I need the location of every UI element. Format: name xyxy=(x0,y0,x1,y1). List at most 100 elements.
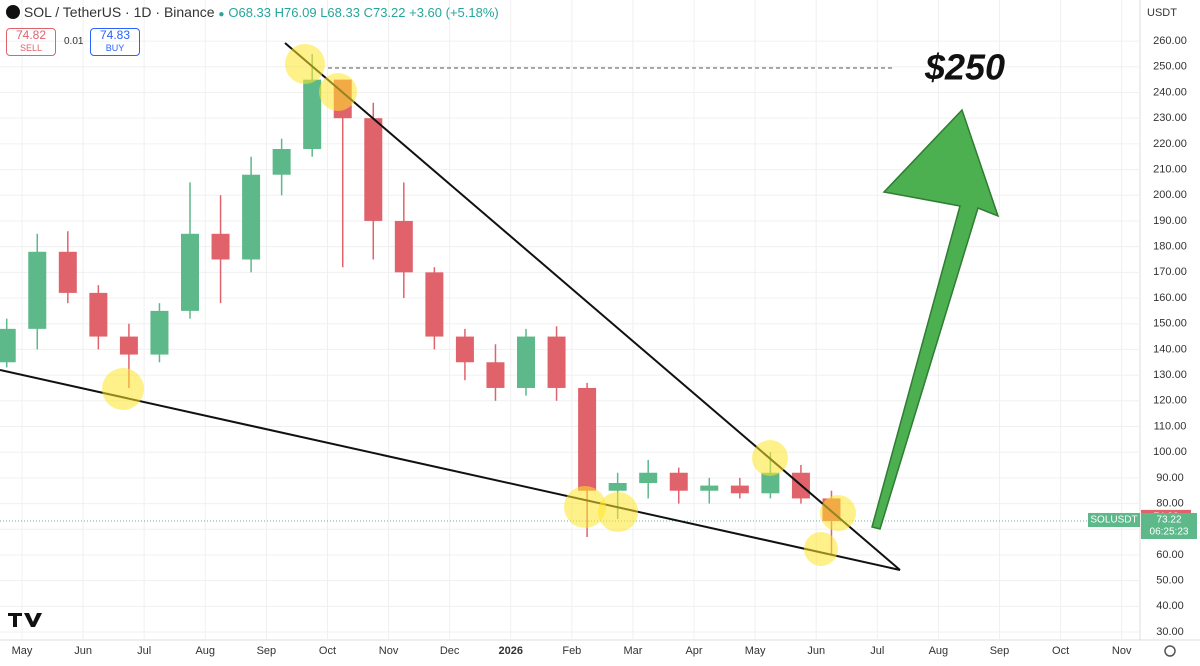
candle-body xyxy=(89,292,108,337)
ohlc: O68.33 H76.09 L68.33 C73.22 +3.60 (+5.18… xyxy=(228,5,498,20)
y-tick-label: 210.00 xyxy=(1153,163,1187,175)
high: H76.09 xyxy=(274,5,317,20)
change: +3.60 (+5.18%) xyxy=(409,5,499,20)
open: O68.33 xyxy=(228,5,272,20)
x-tick-label: May xyxy=(12,645,33,657)
candle-body xyxy=(0,328,16,363)
countdown: 06:25:23 xyxy=(1150,527,1189,538)
x-tick-label: Feb xyxy=(562,645,581,657)
highlight xyxy=(804,532,838,566)
y-tick-label: 50.00 xyxy=(1156,575,1184,587)
buy-price: 74.83 xyxy=(99,28,131,42)
candle-body xyxy=(517,336,536,388)
x-tick-label: Nov xyxy=(1112,645,1132,657)
candle-body xyxy=(761,472,780,494)
target-label: $250 xyxy=(924,47,1005,88)
x-tick-label: Mar xyxy=(623,645,642,657)
y-tick-label: 80.00 xyxy=(1156,497,1184,509)
y-tick-label: 240.00 xyxy=(1153,86,1187,98)
x-tick-label: May xyxy=(745,645,766,657)
y-tick-label: 190.00 xyxy=(1153,215,1187,227)
highlight xyxy=(752,440,788,476)
x-tick-label: Jul xyxy=(137,645,151,657)
close: C73.22 xyxy=(363,5,406,20)
spread: 0.01 xyxy=(64,36,84,47)
highlight-circles xyxy=(102,44,856,566)
candle-body xyxy=(425,272,444,337)
resistance-line xyxy=(284,42,901,571)
header: SOL / TetherUS · 1D · Binance ● O68.33 H… xyxy=(6,4,499,20)
y-tick-label: 40.00 xyxy=(1156,600,1184,612)
buy-button[interactable]: 74.83 BUY xyxy=(90,28,140,56)
y-tick-label: 30.00 xyxy=(1156,626,1184,638)
candle-body xyxy=(730,485,749,494)
candle-body xyxy=(547,336,566,388)
candle-body xyxy=(272,149,291,175)
buy-label: BUY xyxy=(105,43,125,53)
x-tick-label: 2026 xyxy=(498,645,522,657)
candle-body xyxy=(578,387,597,491)
candle-body xyxy=(486,362,505,388)
x-tick-label: Jul xyxy=(870,645,884,657)
y-tick-label: 100.00 xyxy=(1153,446,1187,458)
candle-body xyxy=(364,118,383,221)
y-tick-label: 150.00 xyxy=(1153,318,1187,330)
candle-body xyxy=(242,174,261,260)
y-tick-label: 170.00 xyxy=(1153,266,1187,278)
sell-price: 74.82 xyxy=(15,28,47,42)
x-tick-label: Sep xyxy=(990,645,1010,657)
up-arrow xyxy=(871,108,1000,530)
candle-body xyxy=(639,472,658,484)
candle-body xyxy=(181,233,199,311)
x-tick-label: Nov xyxy=(379,645,399,657)
candles xyxy=(0,53,841,555)
sell-button[interactable]: 74.82 SELL xyxy=(6,28,56,56)
candle-body xyxy=(58,251,77,293)
x-tick-label: Aug xyxy=(195,645,215,657)
symbol-title: SOL / TetherUS · 1D · Binance xyxy=(23,4,215,20)
last-label: 73.22 xyxy=(1156,515,1181,526)
sell-label: SELL xyxy=(19,43,43,53)
candle-body xyxy=(150,310,169,355)
highlight xyxy=(564,486,606,528)
candle-body xyxy=(303,79,322,150)
y-tick-label: 90.00 xyxy=(1156,472,1184,484)
y-tick-label: 130.00 xyxy=(1153,369,1187,381)
y-tick-label: 220.00 xyxy=(1153,138,1187,150)
y-tick-label: 200.00 xyxy=(1153,189,1187,201)
highlight xyxy=(102,368,144,410)
candle-body xyxy=(455,336,474,363)
highlight xyxy=(820,495,856,531)
y-tick-label: 250.00 xyxy=(1153,61,1187,73)
candle-body xyxy=(119,336,138,355)
y-tick-label: 110.00 xyxy=(1154,420,1187,432)
y-tick-label: 160.00 xyxy=(1153,292,1187,304)
highlight xyxy=(598,492,638,532)
settings-icon[interactable] xyxy=(1164,645,1176,657)
y-tick-label: 60.00 xyxy=(1156,549,1184,561)
grid xyxy=(0,0,1140,640)
axes: 30.0040.0050.0060.0070.0080.0090.00100.0… xyxy=(12,35,1197,657)
low: L68.33 xyxy=(320,5,360,20)
x-tick-label: Apr xyxy=(685,645,702,657)
currency-label[interactable]: USDT xyxy=(1147,7,1177,19)
last-tag xyxy=(1141,512,1197,539)
y-tick-label: 180.00 xyxy=(1153,241,1187,253)
symbol-tag xyxy=(1088,512,1140,527)
highlight xyxy=(319,73,357,111)
candle-body xyxy=(211,233,230,260)
y-tick-label: 230.00 xyxy=(1153,112,1187,124)
x-tick-label: Jun xyxy=(807,645,825,657)
x-tick-label: Aug xyxy=(929,645,949,657)
x-tick-label: Oct xyxy=(1052,645,1069,657)
symbol-icon xyxy=(6,5,20,19)
status-dot: ● xyxy=(218,9,225,20)
candle-body xyxy=(700,485,719,491)
y-tick-label: 260.00 xyxy=(1153,35,1187,47)
symbol-label: SOLUSDT xyxy=(1090,515,1137,526)
y-tick-label: 140.00 xyxy=(1153,343,1187,355)
y-tick-label: 120.00 xyxy=(1153,395,1187,407)
x-tick-label: Jun xyxy=(74,645,92,657)
candle-body xyxy=(608,483,627,491)
